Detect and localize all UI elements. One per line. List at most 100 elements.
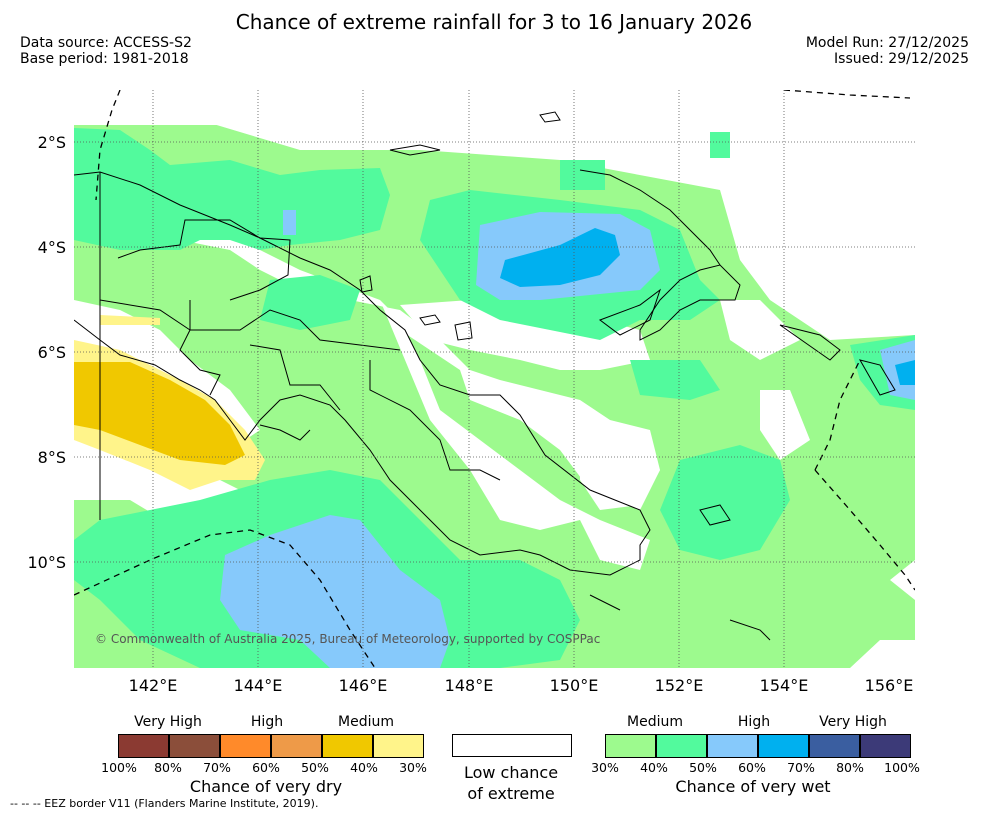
low-chance-area-2 bbox=[380, 300, 650, 570]
lon-labels: 142°E 144°E 146°E 148°E 150°E 152°E 154°… bbox=[129, 676, 914, 695]
wet-medium-plus-area-3 bbox=[260, 275, 360, 330]
low-chance-caption-1: Low chance bbox=[463, 763, 559, 782]
low-chance-area-8 bbox=[74, 90, 740, 125]
island-10 bbox=[589, 594, 621, 611]
island-1 bbox=[419, 314, 441, 326]
low-chance-area-7 bbox=[740, 90, 915, 335]
dry-medium-plus-area bbox=[74, 362, 245, 465]
lon-label: 154°E bbox=[760, 676, 809, 695]
lat-label: 4°S bbox=[38, 238, 66, 257]
wet-medium-plus-area-9 bbox=[710, 132, 730, 158]
wet-level-medium: Medium bbox=[627, 714, 683, 730]
admin-border-4 bbox=[117, 219, 291, 301]
dry-pct: 80% bbox=[154, 760, 182, 775]
dry-pct: 50% bbox=[301, 760, 329, 775]
lat-label: 8°S bbox=[38, 448, 66, 467]
eez-borders bbox=[74, 90, 915, 668]
dry-caption: Chance of very dry bbox=[189, 777, 343, 796]
lat-label: 10°S bbox=[27, 553, 66, 572]
new-guinea-coast bbox=[74, 171, 651, 576]
lon-label: 152°E bbox=[655, 676, 704, 695]
low-chance-area-5 bbox=[580, 440, 660, 510]
wet-pct: 40% bbox=[640, 760, 668, 775]
dry-swatch-4 bbox=[271, 734, 322, 758]
lat-label: 6°S bbox=[38, 343, 66, 362]
dry-swatch-5 bbox=[322, 734, 373, 758]
admin-border-3 bbox=[189, 300, 401, 351]
lon-label: 156°E bbox=[865, 676, 914, 695]
wet-medium-plus-area-8 bbox=[560, 160, 605, 190]
wet-swatch-6 bbox=[860, 734, 911, 758]
meta-right: Model Run: 27/12/2025 Issued: 29/12/2025 bbox=[806, 35, 969, 67]
island-8 bbox=[539, 111, 561, 123]
wet-swatch-1 bbox=[605, 734, 656, 758]
wet-pct: 100% bbox=[884, 760, 920, 775]
probability-fields bbox=[74, 90, 915, 668]
wet-pct: 30% bbox=[591, 760, 619, 775]
lon-label: 146°E bbox=[339, 676, 388, 695]
low-chance-area-3 bbox=[400, 290, 650, 370]
wet-swatch-4 bbox=[758, 734, 809, 758]
wet-swatch-5 bbox=[809, 734, 860, 758]
admin-border-5 bbox=[249, 344, 341, 411]
wet-high-area-2 bbox=[220, 515, 450, 668]
eez-footnote: -- -- -- EEZ border V11 (Flanders Marine… bbox=[10, 797, 319, 810]
dry-swatch-6 bbox=[373, 734, 424, 758]
gridlines bbox=[74, 90, 915, 668]
wet-pct: 80% bbox=[836, 760, 864, 775]
dry-pct: 40% bbox=[350, 760, 378, 775]
island-2 bbox=[454, 321, 473, 341]
island-9 bbox=[579, 169, 721, 266]
dry-pct: 30% bbox=[399, 760, 427, 775]
data-source: Data source: ACCESS-S2 bbox=[20, 35, 192, 51]
dry-pct: 60% bbox=[252, 760, 280, 775]
wet-pct: 70% bbox=[787, 760, 815, 775]
copyright-notice: © Commonwealth of Australia 2025, Bureau… bbox=[95, 632, 601, 646]
lon-label: 144°E bbox=[234, 676, 283, 695]
pacific-islands-coast bbox=[639, 264, 741, 341]
low-chance-caption-2: of extreme bbox=[467, 784, 555, 803]
wet-high-area-4 bbox=[283, 210, 296, 235]
issued-date: Issued: 29/12/2025 bbox=[834, 51, 969, 67]
island-6 bbox=[858, 359, 896, 396]
dry-colorbar bbox=[118, 734, 424, 758]
island-3 bbox=[359, 275, 373, 293]
dry-level-very-high: Very High bbox=[134, 714, 202, 730]
wet-colorbar bbox=[605, 734, 911, 758]
dry-swatch-1 bbox=[118, 734, 169, 758]
base-period: Base period: 1981-2018 bbox=[20, 51, 189, 67]
island-7 bbox=[389, 144, 441, 156]
wet-pct: 60% bbox=[738, 760, 766, 775]
eez-border-south bbox=[74, 529, 376, 668]
eez-border-east bbox=[814, 359, 861, 471]
meta-left: Data source: ACCESS-S2 Base period: 1981… bbox=[20, 35, 192, 67]
wet-swatch-3 bbox=[707, 734, 758, 758]
wet-level-high: High bbox=[737, 714, 771, 730]
island-11 bbox=[729, 619, 771, 641]
lat-labels: 2°S 4°S 6°S 8°S 10°S bbox=[27, 133, 66, 572]
island-4 bbox=[699, 504, 731, 526]
eez-border-ne bbox=[783, 90, 911, 99]
lon-label: 150°E bbox=[550, 676, 599, 695]
wet-medium-plus-area-6 bbox=[630, 360, 720, 400]
eez-border-west bbox=[95, 90, 121, 201]
dry-pct: 100% bbox=[101, 760, 137, 775]
wet-caption: Chance of very wet bbox=[675, 777, 831, 796]
wet-pct: 50% bbox=[689, 760, 717, 775]
eez-border-se bbox=[814, 469, 915, 591]
coral-coast bbox=[259, 424, 311, 441]
map-title: Chance of extreme rainfall for 3 to 16 J… bbox=[235, 10, 753, 34]
dry-swatch-3 bbox=[220, 734, 271, 758]
island-5 bbox=[779, 324, 841, 361]
lat-label: 2°S bbox=[38, 133, 66, 152]
wet-level-very-high: Very High bbox=[819, 714, 887, 730]
dry-pct: 70% bbox=[203, 760, 231, 775]
dry-medium-area-2 bbox=[100, 315, 160, 325]
wet-medium-plus-area-5 bbox=[660, 445, 790, 560]
low-chance-swatch bbox=[452, 734, 572, 757]
wet-swatch-2 bbox=[656, 734, 707, 758]
coastlines bbox=[74, 111, 896, 641]
lon-label: 148°E bbox=[445, 676, 494, 695]
dry-level-medium: Medium bbox=[338, 714, 394, 730]
